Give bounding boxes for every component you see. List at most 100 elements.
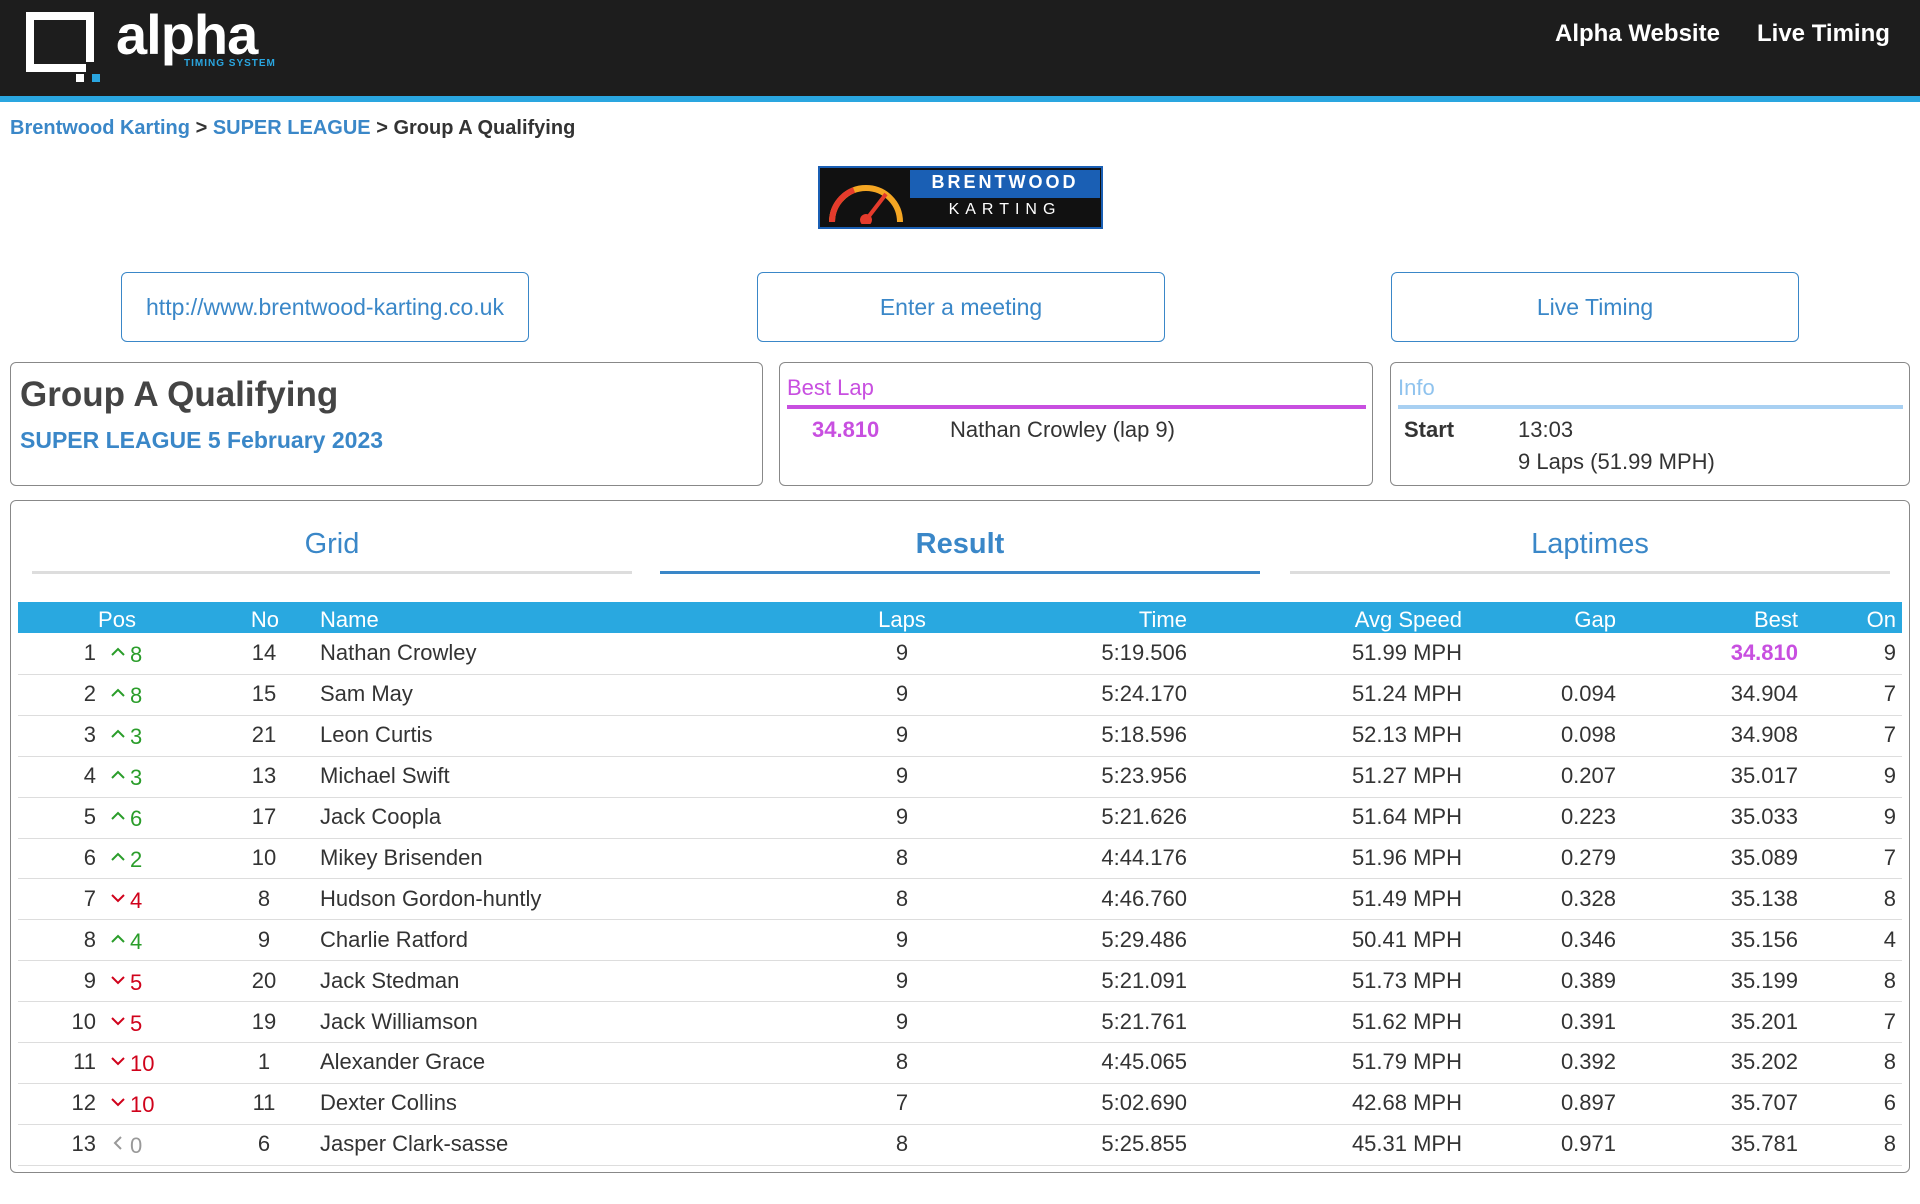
session-panel: Group A Qualifying SUPER LEAGUE 5 Februa… bbox=[10, 362, 763, 486]
live-button[interactable]: Live Timing bbox=[1391, 272, 1799, 342]
cell-no: 21 bbox=[251, 722, 277, 748]
cell-speed: 52.13 MPH bbox=[1351, 722, 1462, 748]
cell-pos: 5 bbox=[83, 804, 96, 830]
position-change: 4 bbox=[130, 928, 143, 954]
best-lap-time: 34.810 bbox=[812, 417, 880, 442]
breadcrumb-link[interactable]: SUPER LEAGUE bbox=[212, 117, 371, 139]
cell-name: Hudson Gordon-huntly bbox=[320, 885, 542, 911]
tab[interactable]: Laptimes bbox=[1290, 528, 1890, 574]
cell-speed: 51.99 MPH bbox=[1351, 640, 1462, 666]
column-header: Time bbox=[1138, 606, 1187, 632]
cell-best: 35.199 bbox=[1730, 967, 1798, 993]
cell-pos: 11 bbox=[73, 1049, 96, 1075]
row-divider bbox=[18, 1082, 1902, 1084]
cell-no: 17 bbox=[251, 804, 277, 830]
cell-no: 1 bbox=[257, 1049, 271, 1075]
cell-best: 34.908 bbox=[1730, 722, 1798, 748]
info-panel: Info Start 13:03 9 Laps (51.99 MPH) bbox=[1390, 362, 1910, 486]
cell-laps: 9 bbox=[895, 967, 909, 993]
cell-no: 20 bbox=[251, 967, 277, 993]
cell-gap: 0.971 bbox=[1560, 1131, 1616, 1157]
cell-on: 8 bbox=[1883, 967, 1896, 993]
cell-best: 35.138 bbox=[1730, 885, 1798, 911]
cell-gap: 0.391 bbox=[1560, 1008, 1616, 1034]
cell-name: Leon Curtis bbox=[320, 722, 433, 748]
cell-laps: 8 bbox=[895, 1131, 909, 1157]
tab[interactable]: Result bbox=[660, 528, 1260, 574]
row-divider bbox=[18, 796, 1902, 798]
cell-pos: 9 bbox=[83, 967, 96, 993]
position-change: 4 bbox=[130, 887, 143, 913]
change-icon bbox=[111, 975, 125, 985]
column-header: Gap bbox=[1574, 606, 1616, 632]
row-divider bbox=[18, 878, 1902, 880]
cell-gap: 0.389 bbox=[1560, 967, 1616, 993]
cell-gap: 0.207 bbox=[1560, 763, 1616, 789]
row-divider bbox=[18, 755, 1902, 757]
cell-gap: 0.897 bbox=[1560, 1090, 1616, 1116]
row-divider bbox=[18, 1164, 1902, 1166]
cell-time: 4:44.176 bbox=[1101, 844, 1187, 870]
cell-on: 9 bbox=[1883, 640, 1896, 666]
cell-no: 8 bbox=[257, 885, 271, 911]
breadcrumb-link[interactable]: Brentwood Karting bbox=[10, 117, 190, 139]
change-icon bbox=[111, 894, 125, 903]
change-icon bbox=[111, 648, 125, 657]
position-change: 2 bbox=[130, 846, 143, 872]
position-change: 0 bbox=[130, 1133, 143, 1159]
cell-best: 35.089 bbox=[1730, 844, 1798, 870]
cell-name: Jack Williamson bbox=[320, 1008, 478, 1034]
cell-time: 4:46.760 bbox=[1101, 885, 1187, 911]
cell-pos: 6 bbox=[83, 844, 96, 870]
separator: > bbox=[195, 117, 208, 139]
website-button[interactable]: http://www.brentwood-karting.co.uk bbox=[121, 272, 529, 342]
cell-gap: 0.279 bbox=[1560, 844, 1616, 870]
column-header: No bbox=[250, 606, 279, 632]
cell-name: Dexter Collins bbox=[320, 1090, 457, 1116]
cell-laps: 8 bbox=[895, 844, 909, 870]
change-icon bbox=[111, 934, 125, 943]
cell-best: 34.810 bbox=[1730, 640, 1798, 666]
position-change: 3 bbox=[130, 765, 143, 791]
cell-time: 4:45.065 bbox=[1101, 1049, 1187, 1075]
cell-on: 7 bbox=[1883, 1008, 1896, 1034]
cell-on: 6 bbox=[1883, 1090, 1896, 1116]
nav-link[interactable]: Live Timing bbox=[1757, 20, 1890, 47]
change-icon bbox=[111, 1016, 125, 1025]
change-icon bbox=[111, 852, 125, 861]
cell-laps: 9 bbox=[895, 681, 909, 707]
cell-time: 5:24.170 bbox=[1101, 681, 1187, 707]
cell-pos: 1 bbox=[83, 640, 96, 666]
row-divider bbox=[18, 714, 1902, 716]
cell-name: Jasper Clark-sasse bbox=[320, 1131, 509, 1157]
cell-best: 35.033 bbox=[1730, 804, 1798, 830]
session-subtitle: SUPER LEAGUE 5 February 2023 bbox=[20, 427, 384, 453]
logo-icon bbox=[26, 12, 100, 82]
cell-pos: 3 bbox=[83, 722, 96, 748]
row-divider bbox=[18, 1042, 1902, 1043]
cell-pos: 13 bbox=[71, 1131, 96, 1157]
change-icon bbox=[111, 688, 125, 698]
row-divider bbox=[18, 919, 1902, 921]
cell-speed: 51.24 MPH bbox=[1351, 681, 1462, 707]
cell-speed: 51.79 MPH bbox=[1351, 1049, 1462, 1075]
cell-speed: 51.64 MPH bbox=[1351, 804, 1462, 830]
cell-pos: 8 bbox=[83, 926, 96, 952]
best-lap-panel: Best Lap 34.810 Nathan Crowley (lap 9) bbox=[779, 362, 1373, 486]
change-icon bbox=[111, 729, 125, 738]
cell-on: 7 bbox=[1883, 844, 1896, 870]
nav-link[interactable]: Alpha Website bbox=[1555, 20, 1720, 47]
cell-time: 5:21.091 bbox=[1101, 967, 1187, 993]
position-change: 10 bbox=[130, 1051, 155, 1077]
tab[interactable]: Grid bbox=[32, 528, 632, 574]
cell-laps: 7 bbox=[895, 1090, 909, 1116]
separator: > bbox=[376, 117, 388, 139]
row-divider bbox=[18, 1123, 1902, 1125]
cell-speed: 50.41 MPH bbox=[1351, 926, 1462, 952]
position-change: 5 bbox=[130, 1010, 143, 1036]
meeting-button[interactable]: Enter a meeting bbox=[757, 272, 1165, 342]
cell-on: 7 bbox=[1883, 681, 1896, 707]
position-change: 3 bbox=[130, 724, 143, 750]
cell-name: Charlie Ratford bbox=[320, 926, 468, 952]
cell-gap: 0.392 bbox=[1560, 1049, 1616, 1075]
